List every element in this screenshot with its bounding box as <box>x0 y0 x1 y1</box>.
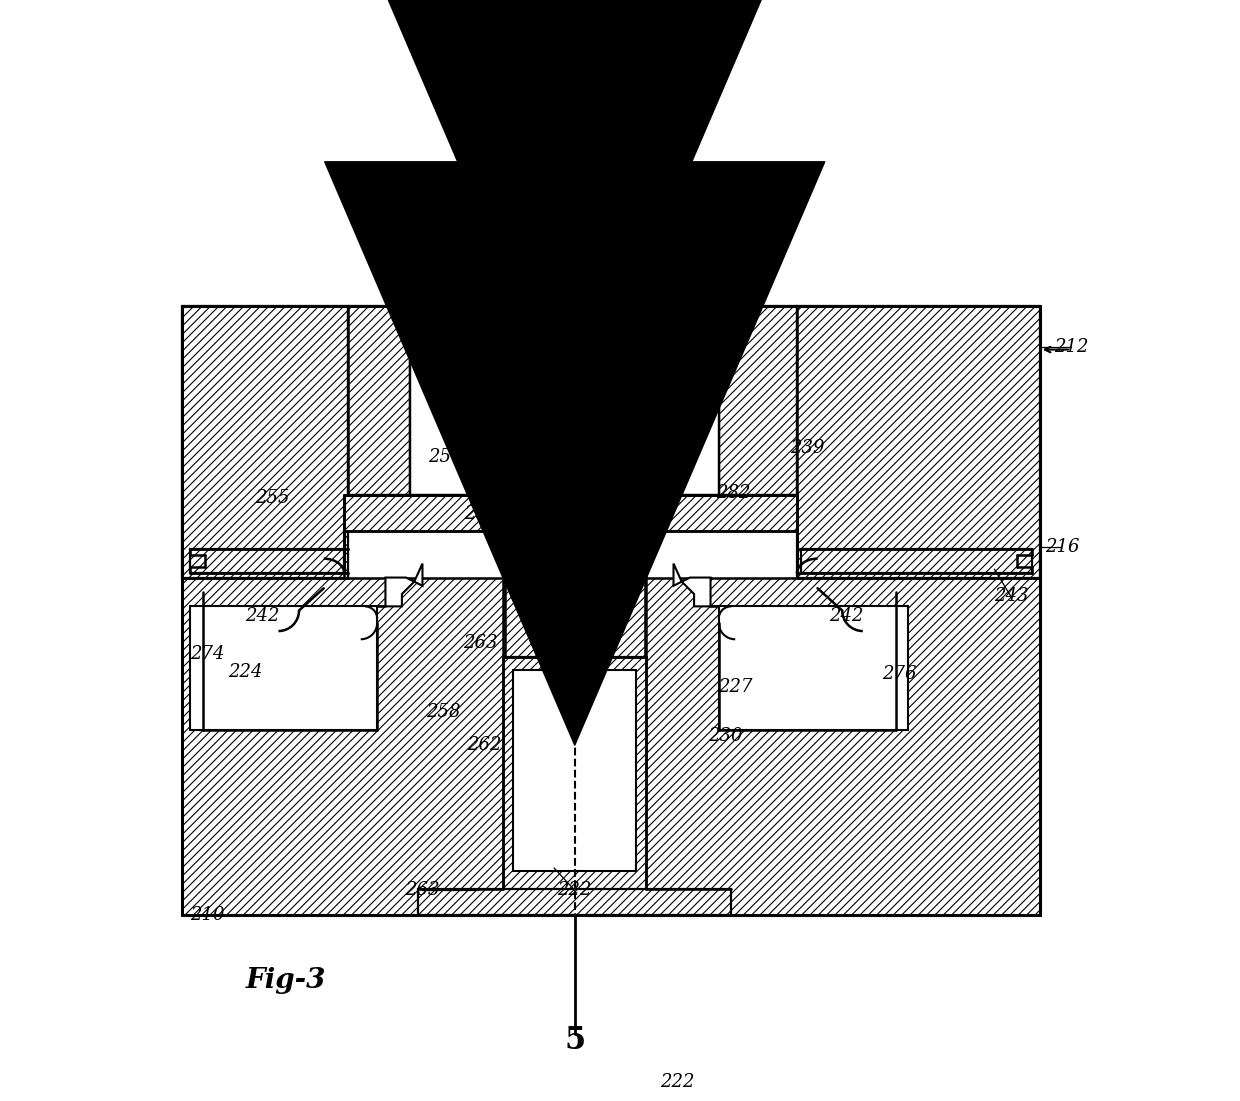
Text: 262: 262 <box>467 735 501 753</box>
Polygon shape <box>418 889 732 915</box>
Text: 5: 5 <box>564 1025 585 1057</box>
Polygon shape <box>182 306 348 578</box>
Text: 230: 230 <box>708 728 743 745</box>
Text: 263: 263 <box>463 634 497 653</box>
Text: 290: 290 <box>568 494 603 512</box>
Text: 224: 224 <box>228 663 263 682</box>
Text: 263: 263 <box>405 881 440 900</box>
Text: 210: 210 <box>190 906 224 924</box>
Polygon shape <box>797 306 1040 578</box>
Polygon shape <box>348 306 410 495</box>
Text: 239: 239 <box>790 439 825 457</box>
Text: 284: 284 <box>527 571 562 589</box>
Text: 227: 227 <box>718 678 753 696</box>
Text: 256: 256 <box>428 448 463 466</box>
Text: 4: 4 <box>564 222 585 253</box>
Polygon shape <box>191 607 377 730</box>
Text: 258: 258 <box>425 702 460 721</box>
Polygon shape <box>513 669 636 871</box>
Text: 280: 280 <box>570 669 604 688</box>
Text: 274: 274 <box>190 645 224 663</box>
Polygon shape <box>345 495 797 531</box>
Text: 242: 242 <box>244 608 279 625</box>
Polygon shape <box>503 531 646 657</box>
Text: 255: 255 <box>255 489 290 506</box>
Text: 288: 288 <box>465 505 498 523</box>
Text: 222: 222 <box>558 881 591 900</box>
Text: 216: 216 <box>1045 538 1080 556</box>
Text: ~: ~ <box>445 369 463 386</box>
Polygon shape <box>503 657 646 889</box>
Text: 282: 282 <box>717 483 751 502</box>
Text: 276: 276 <box>883 665 918 683</box>
Polygon shape <box>645 578 1040 915</box>
Text: Fig-3: Fig-3 <box>246 968 326 994</box>
Text: 240: 240 <box>436 357 471 375</box>
Text: 243: 243 <box>993 588 1028 606</box>
Text: 222: 222 <box>661 1073 694 1091</box>
Text: 220: 220 <box>578 371 613 389</box>
Polygon shape <box>801 548 1032 574</box>
Polygon shape <box>191 548 345 574</box>
Polygon shape <box>377 564 423 607</box>
Polygon shape <box>410 306 719 495</box>
Polygon shape <box>719 607 908 730</box>
Text: 242: 242 <box>830 608 863 625</box>
Text: 212: 212 <box>1054 338 1089 356</box>
Polygon shape <box>673 564 719 607</box>
Polygon shape <box>182 578 505 915</box>
Polygon shape <box>719 306 797 495</box>
